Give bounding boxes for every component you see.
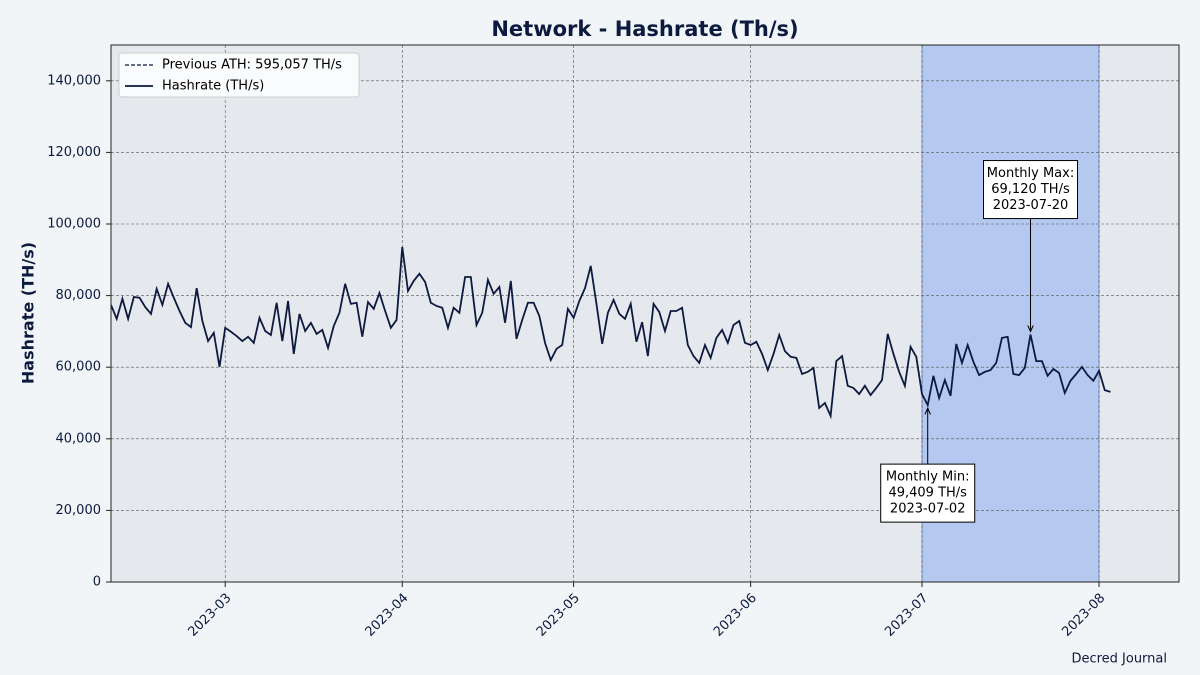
y-tick-label: 120,000	[47, 145, 101, 160]
annotation-text: 2023-07-02	[890, 502, 966, 517]
x-tick-label: 2023-03	[186, 591, 235, 640]
annotation-text: 2023-07-20	[993, 198, 1069, 213]
y-tick-label: 80,000	[56, 288, 102, 303]
legend-label: Previous ATH: 595,057 TH/s	[162, 58, 342, 73]
plot-content	[111, 45, 1179, 582]
annotation-box	[983, 160, 1079, 220]
x-tick-label: 2023-06	[711, 591, 760, 640]
x-tick-label: 2023-04	[363, 591, 412, 640]
y-tick-label: 0	[93, 575, 101, 590]
data-line	[111, 246, 1111, 420]
x-tick-label: 2023-05	[534, 591, 583, 640]
legend-box	[118, 52, 360, 98]
annotation-text: Monthly Min:	[886, 470, 970, 485]
annotation-text: Monthly Max:	[987, 166, 1074, 181]
plot-frame	[110, 44, 1180, 583]
x-tick-label: 2023-07	[882, 591, 931, 640]
legend-label: Hashrate (TH/s)	[162, 79, 264, 94]
annotation-text: 69,120 TH/s	[991, 182, 1070, 197]
annotation-text: 49,409 TH/s	[888, 486, 967, 501]
y-axis-label: Hashrate (TH/s)	[19, 242, 38, 384]
x-tick-label: 2023-08	[1059, 591, 1108, 640]
source-label: Decred Journal	[1071, 652, 1167, 667]
y-tick-label: 40,000	[56, 431, 102, 446]
chart-title: Network - Hashrate (Th/s)	[491, 17, 798, 41]
y-tick-label: 140,000	[47, 73, 101, 88]
y-tick-label: 20,000	[56, 503, 102, 518]
y-tick-label: 100,000	[47, 217, 101, 232]
y-tick-label: 60,000	[56, 360, 102, 375]
